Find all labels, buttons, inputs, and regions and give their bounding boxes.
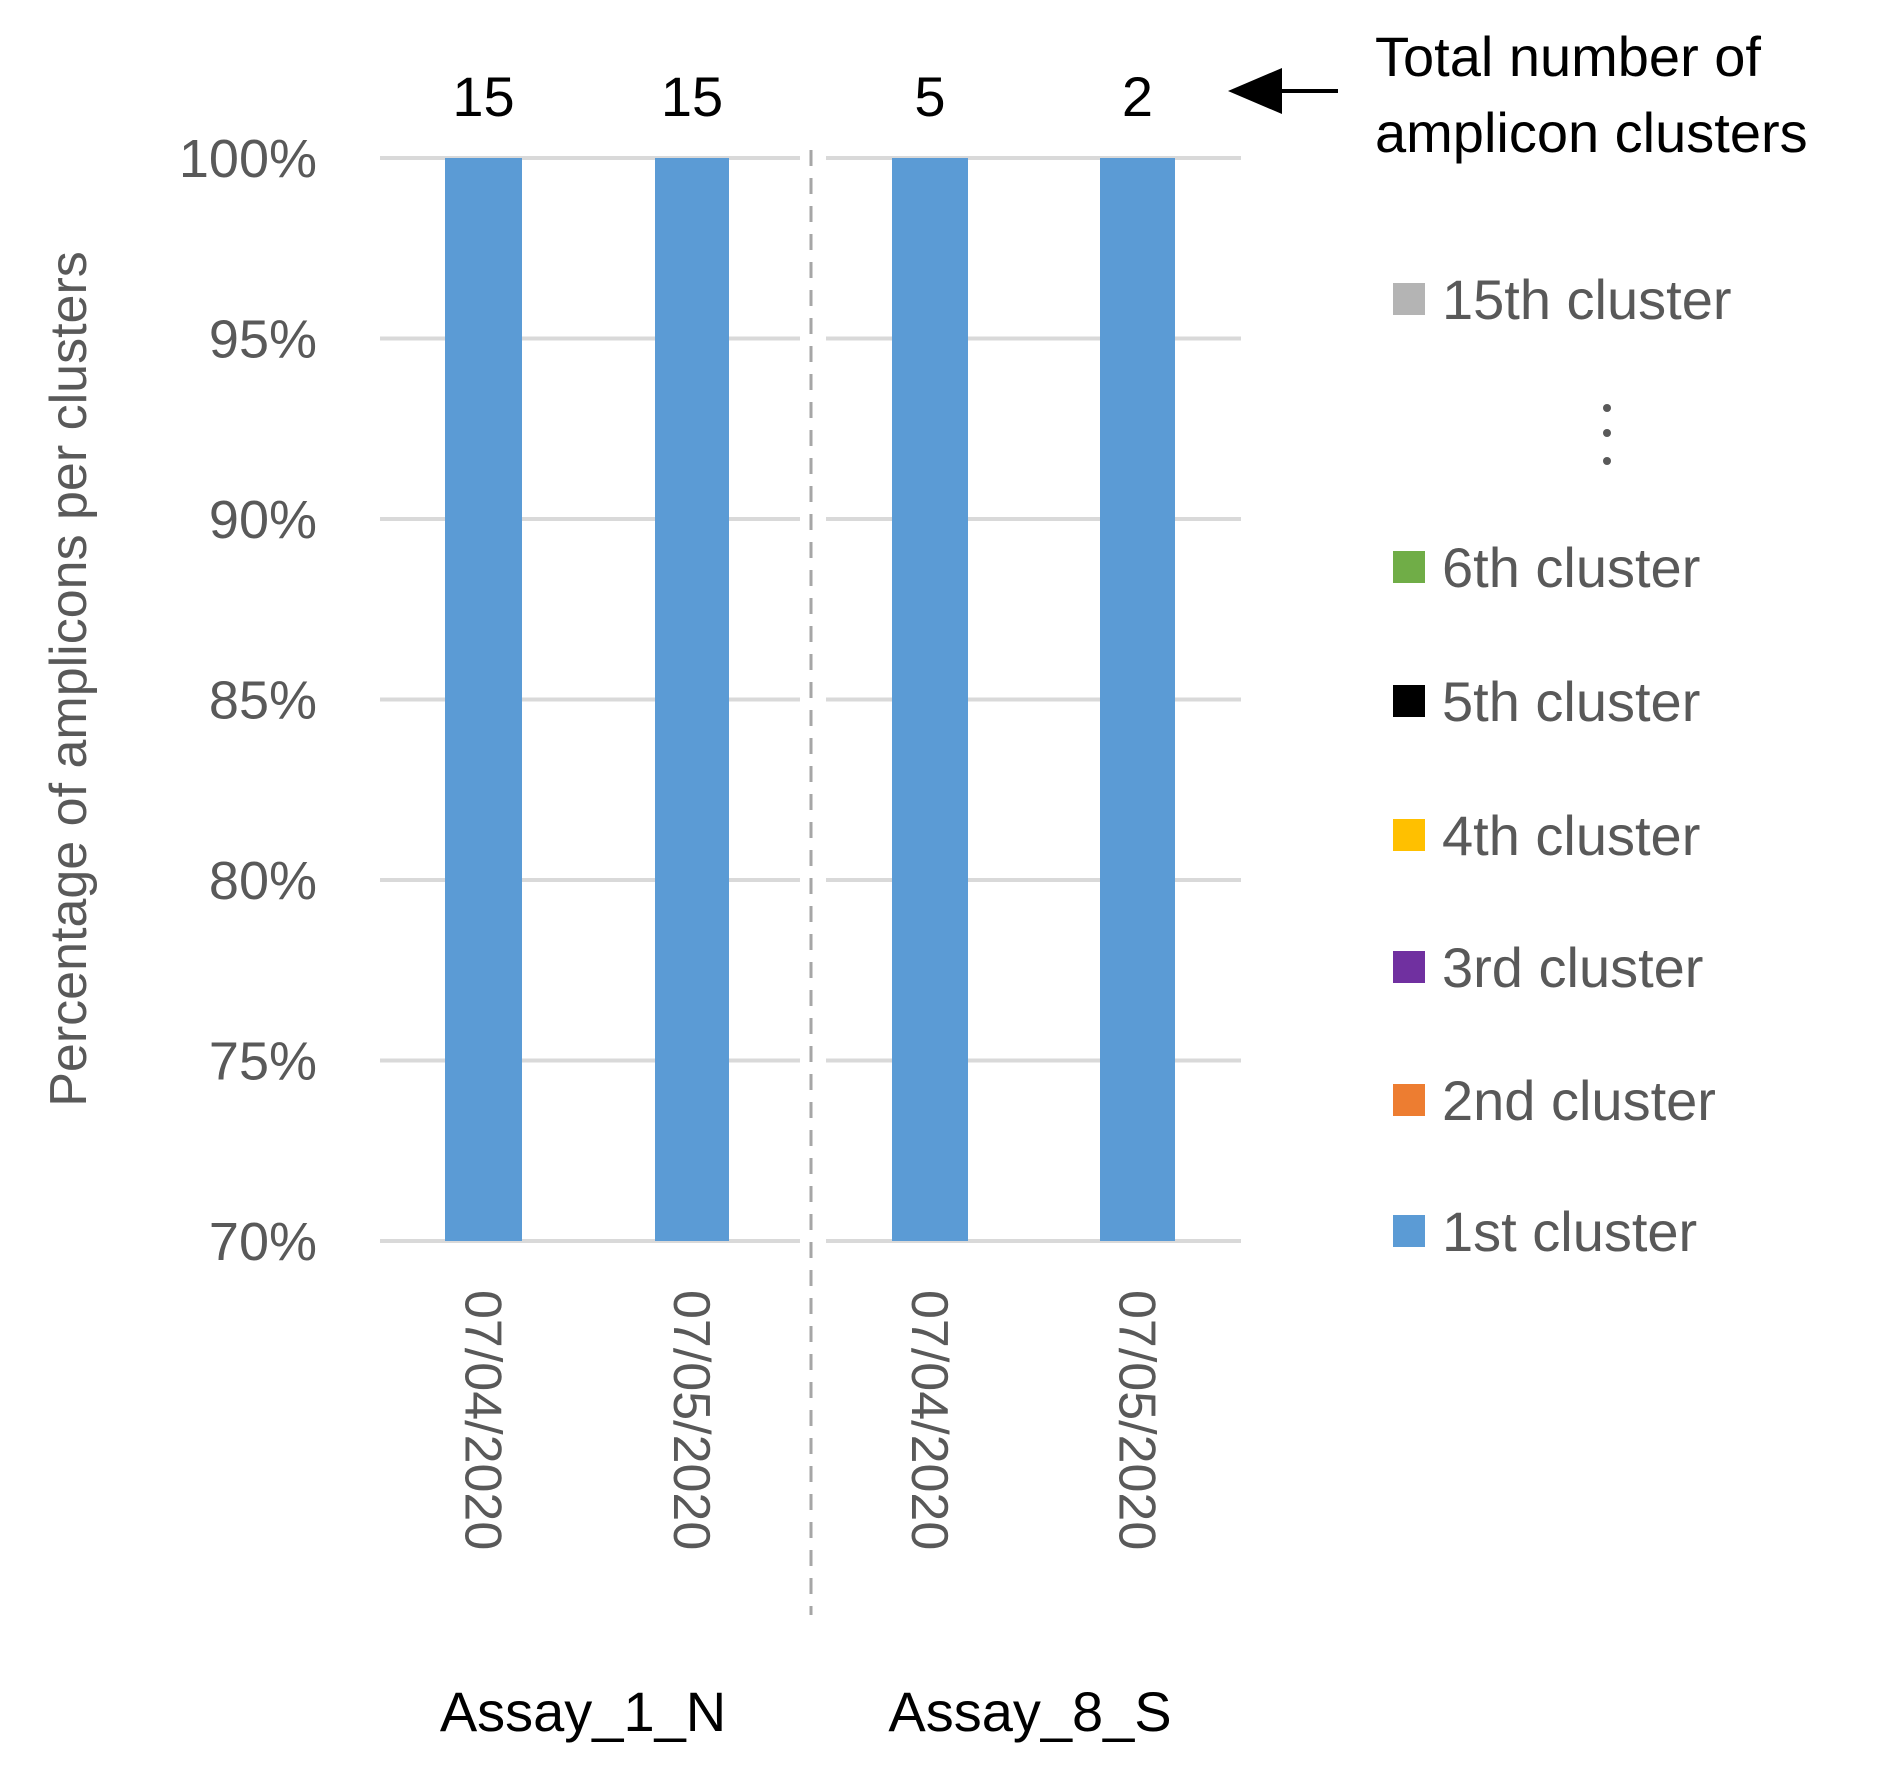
x-tick-labels: 07/04/2020 07/05/2020 07/04/2020 07/05/2020	[454, 1290, 1166, 1550]
x-tick-label: 07/05/2020	[662, 1290, 720, 1550]
legend-ellipsis-dot	[1603, 404, 1611, 412]
y-tick-label: 70%	[209, 1212, 317, 1272]
bar-segment	[655, 158, 729, 1241]
legend-label: 15th cluster	[1442, 268, 1732, 331]
bars	[445, 158, 1175, 1241]
y-tick-label: 75%	[209, 1032, 317, 1092]
legend-ellipsis-dot	[1603, 457, 1611, 465]
legend-label: 1st cluster	[1442, 1200, 1697, 1263]
y-tick-label: 80%	[209, 851, 317, 911]
y-tick-label: 85%	[209, 671, 317, 731]
bar-segment	[445, 158, 522, 1241]
totals-title-line-2: amplicon clusters	[1375, 101, 1808, 164]
total-count-label: 15	[452, 65, 514, 128]
legend-label: 5th cluster	[1442, 670, 1700, 733]
totals-labels: 15 15 5 2	[452, 65, 1153, 128]
x-tick-label: 07/04/2020	[900, 1290, 958, 1550]
legend-swatch	[1393, 685, 1425, 717]
group-labels: Assay_1_N Assay_8_S	[440, 1680, 1172, 1743]
totals-annotation: Total number of amplicon clusters	[1228, 25, 1808, 164]
legend-swatch	[1393, 551, 1425, 583]
totals-title-line-1: Total number of	[1375, 25, 1761, 88]
total-count-label: 15	[661, 65, 723, 128]
legend: 15th cluster 6th cluster 5th cluster 4th cl…	[1393, 268, 1732, 1263]
arrow-head-icon	[1228, 68, 1282, 114]
y-tick-labels: 70% 75% 80% 85% 90% 95% 100%	[179, 129, 317, 1272]
legend-label: 2nd cluster	[1442, 1069, 1716, 1132]
legend-swatch	[1393, 1215, 1425, 1247]
legend-label: 6th cluster	[1442, 536, 1700, 599]
group-label: Assay_1_N	[440, 1680, 726, 1743]
legend-swatch	[1393, 283, 1425, 315]
legend-label: 4th cluster	[1442, 804, 1700, 867]
legend-swatch	[1393, 951, 1425, 983]
legend-label: 3rd cluster	[1442, 936, 1703, 999]
legend-swatch	[1393, 1084, 1425, 1116]
y-tick-label: 95%	[209, 310, 317, 370]
y-axis-label: Percentage of amplicons per clusters	[40, 251, 98, 1107]
bar-segment	[1100, 158, 1175, 1241]
group-label: Assay_8_S	[888, 1680, 1171, 1743]
x-tick-label: 07/04/2020	[454, 1290, 512, 1550]
x-tick-label: 07/05/2020	[1108, 1290, 1166, 1550]
total-count-label: 5	[914, 65, 945, 128]
legend-ellipsis-dot	[1603, 429, 1611, 437]
bar-segment	[892, 158, 968, 1241]
total-count-label: 2	[1122, 65, 1153, 128]
y-tick-label: 100%	[179, 129, 317, 189]
legend-swatch	[1393, 819, 1425, 851]
y-tick-label: 90%	[209, 490, 317, 550]
